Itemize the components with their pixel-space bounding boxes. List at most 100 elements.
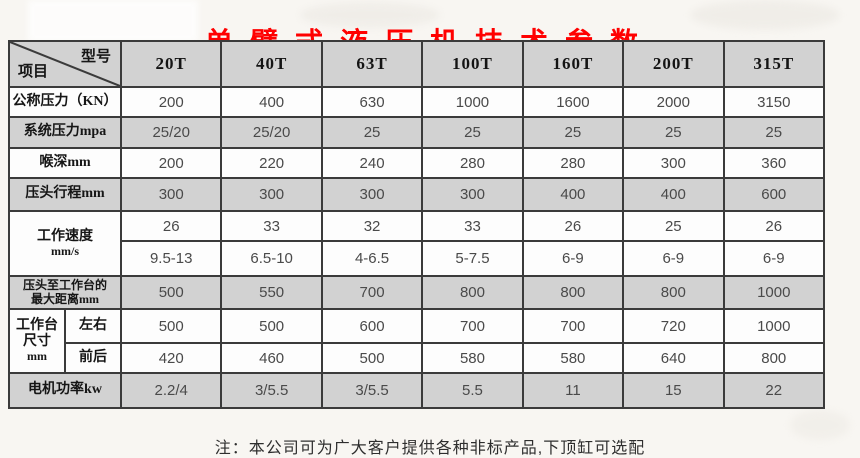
row-label-line: 最大距离mm	[31, 291, 99, 306]
diagonal-divider-icon	[10, 42, 120, 86]
table-cell: 5.5	[421, 372, 524, 409]
column-header: 20T	[119, 40, 223, 88]
table-cell: 200	[119, 86, 223, 118]
table-cell: 300	[320, 177, 424, 212]
table-cell: 33	[421, 210, 524, 242]
table-cell: 400	[622, 177, 725, 212]
table-cell: 300	[421, 177, 524, 212]
row-throat-depth: 喉深mm 200 220 240 280 280 300 360	[8, 147, 826, 179]
table-cell: 550	[220, 275, 323, 310]
row-table-size-lr: 工作台 尺寸 mm 左右 500 500 600 700 700 720 100…	[8, 308, 826, 374]
row-work-speed-fast: 工作速度 mm/s 26 33 32 33 26 25 26	[8, 210, 826, 277]
row-motor-power: 电机功率kw 2.2/4 3/5.5 3/5.5 5.5 11 15 22	[8, 372, 826, 409]
table-cell: 720	[622, 308, 725, 344]
table-cell: 6-9	[722, 240, 826, 277]
corner-label-item: 项目	[18, 64, 49, 80]
table-cell: 240	[320, 147, 424, 179]
footnote: 注：本公司可为广大客户提供各种非标产品,下顶缸可选配	[214, 440, 646, 457]
column-header: 40T	[220, 40, 323, 88]
table-cell: 2.2/4	[119, 372, 223, 409]
row-label: 公称压力（KN）	[8, 86, 122, 118]
table-cell: 25	[320, 116, 424, 149]
table-cell: 500	[119, 275, 223, 310]
table-cell: 580	[521, 342, 625, 374]
spec-table: 型号 项目 20T 40T 63T 100T 160T 200T 315T 公称…	[8, 40, 826, 409]
row-label: 压头至工作台的 最大距离mm	[8, 275, 122, 310]
table-cell: 630	[320, 86, 424, 118]
table-cell: 1000	[722, 308, 826, 344]
row-label: 工作速度 mm/s	[8, 210, 122, 277]
table-cell: 700	[521, 308, 625, 344]
table-cell: 6-9	[622, 240, 725, 277]
table-cell: 4-6.5	[320, 240, 424, 277]
table-cell: 460	[220, 342, 323, 374]
table-cell: 580	[421, 342, 524, 374]
table-cell: 25/20	[220, 116, 323, 149]
table-cell: 26	[722, 210, 826, 242]
table-cell: 33	[220, 210, 323, 242]
table-cell: 360	[722, 147, 826, 179]
row-max-distance: 压头至工作台的 最大距离mm 500 550 700 800 800 800 1…	[8, 275, 826, 310]
row-table-size-fb: 前后 420 460 500 580 580 640 800	[9, 342, 826, 374]
column-header: 315T	[722, 40, 826, 88]
table-cell: 2000	[622, 86, 725, 118]
row-label-line: 压头至工作台的	[22, 277, 107, 292]
row-label: 压头行程mm	[8, 177, 122, 212]
table-cell: 25	[622, 210, 725, 242]
corner-cell: 型号 项目	[8, 40, 122, 88]
row-label-line: mm/s	[51, 243, 79, 258]
table-cell: 800	[521, 275, 625, 310]
table-cell: 9.5-13	[119, 240, 223, 277]
corner-label-model: 型号	[80, 49, 111, 65]
header-row: 型号 项目 20T 40T 63T 100T 160T 200T 315T	[8, 40, 826, 88]
table-cell: 400	[220, 86, 323, 118]
table-cell: 500	[119, 308, 223, 344]
row-label-line: 尺寸	[23, 334, 51, 350]
table-cell: 25/20	[119, 116, 223, 149]
table-cell: 6.5-10	[220, 240, 323, 277]
table-cell: 1000	[722, 275, 826, 310]
column-header: 200T	[622, 40, 725, 88]
table-cell: 300	[119, 177, 223, 212]
row-label-line: 工作台	[16, 318, 58, 333]
column-header: 63T	[320, 40, 424, 88]
table-cell: 280	[521, 147, 625, 179]
table-cell: 1600	[521, 86, 625, 118]
table-cell: 500	[320, 342, 424, 374]
table-cell: 25	[521, 116, 625, 149]
row-label: 系统压力mpa	[8, 116, 122, 149]
table-cell: 6-9	[521, 240, 625, 277]
table-cell: 11	[521, 372, 625, 409]
table-cell: 500	[220, 308, 323, 344]
table-cell: 22	[722, 372, 826, 409]
table-cell: 600	[320, 308, 424, 344]
row-work-speed-slow: 9.5-13 6.5-10 4-6.5 5-7.5 6-9 6-9 6-9	[9, 240, 826, 277]
table-cell: 5-7.5	[421, 240, 524, 277]
table-cell: 280	[421, 147, 524, 179]
table-cell: 25	[421, 116, 524, 149]
table-cell: 800	[622, 275, 725, 310]
row-label-line: mm	[27, 349, 47, 364]
table-cell: 640	[622, 342, 725, 374]
table-cell: 3/5.5	[220, 372, 323, 409]
row-system-pressure: 系统压力mpa 25/20 25/20 25 25 25 25 25	[8, 116, 826, 149]
row-label: 工作台 尺寸 mm	[8, 308, 66, 374]
table-cell: 400	[521, 177, 625, 212]
column-header: 100T	[421, 40, 524, 88]
table-cell: 32	[320, 210, 424, 242]
table-cell: 220	[220, 147, 323, 179]
table-cell: 3150	[722, 86, 826, 118]
table-cell: 300	[622, 147, 725, 179]
table-cell: 25	[722, 116, 826, 149]
row-label: 喉深mm	[8, 147, 122, 179]
row-sublabel: 前后	[64, 342, 122, 374]
table-cell: 25	[622, 116, 725, 149]
table-cell: 26	[521, 210, 625, 242]
row-sublabel: 左右	[64, 308, 122, 344]
table-cell: 300	[220, 177, 323, 212]
table-cell: 700	[421, 308, 524, 344]
row-label-line: 工作速度	[37, 228, 93, 244]
table-cell: 700	[320, 275, 424, 310]
table-cell: 600	[722, 177, 826, 212]
table-cell: 200	[119, 147, 223, 179]
